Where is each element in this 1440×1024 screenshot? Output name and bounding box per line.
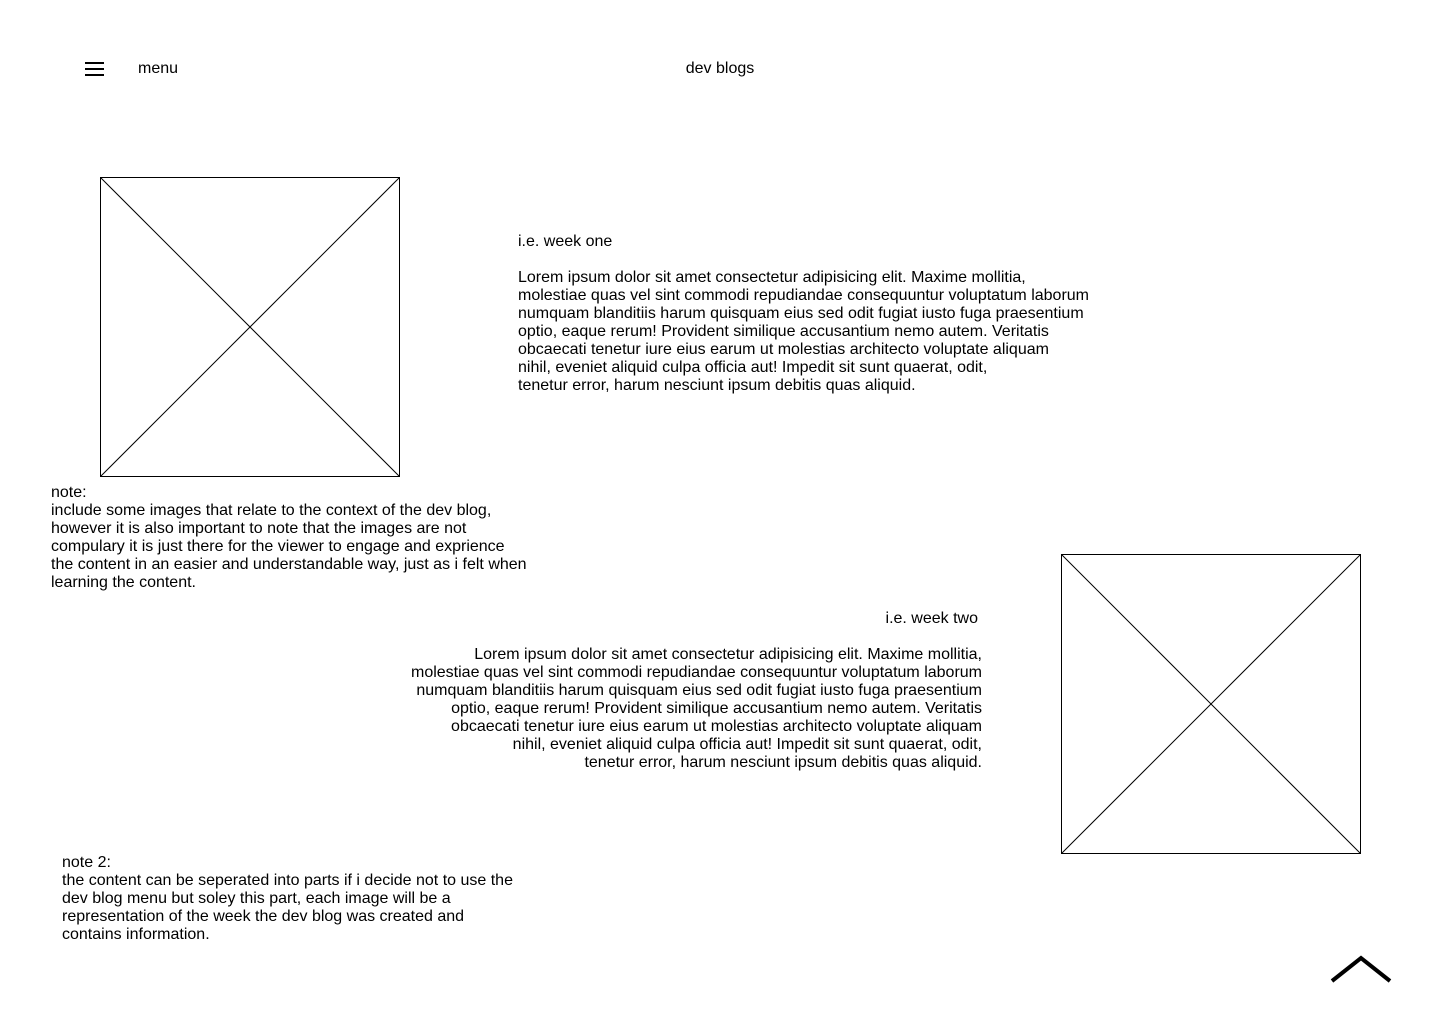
week-two-line: tenetur error, harum nesciunt ipsum debi…	[584, 754, 982, 771]
chevron-up-icon[interactable]	[1329, 954, 1393, 986]
note-two: note 2: the content can be seperated int…	[62, 854, 542, 944]
week-one-body: Lorem ipsum dolor sit amet consectetur a…	[518, 269, 1118, 395]
week-one-line: molestiae quas vel sint commodi repudian…	[518, 287, 1089, 304]
image-placeholder-icon	[100, 177, 400, 477]
note-one-line: note:	[51, 484, 87, 501]
note-two-line: the content can be seperated into parts …	[62, 872, 513, 889]
week-two-line: Lorem ipsum dolor sit amet consectetur a…	[474, 646, 982, 663]
week-two-line: nihil, eveniet aliquid culpa officia aut…	[512, 736, 982, 753]
week-two-body: Lorem ipsum dolor sit amet consectetur a…	[362, 646, 982, 772]
week-two-line: molestiae quas vel sint commodi repudian…	[411, 664, 982, 681]
week-two-line: optio, eaque rerum! Provident similique …	[451, 700, 982, 717]
week-one-line: Lorem ipsum dolor sit amet consectetur a…	[518, 269, 1026, 286]
week-one-line: numquam blanditiis harum quisquam eius s…	[518, 305, 1084, 322]
note-two-line: dev blog menu but soley this part, each …	[62, 890, 451, 907]
note-one-line: include some images that relate to the c…	[51, 502, 492, 519]
menu-label[interactable]: menu	[138, 60, 179, 77]
menu-icon-bar	[85, 74, 104, 76]
menu-icon-bar	[85, 62, 104, 64]
week-one-heading: i.e. week one	[518, 233, 613, 250]
week-one-line: nihil, eveniet aliquid culpa officia aut…	[518, 359, 988, 376]
week-two-heading: i.e. week two	[885, 610, 978, 627]
week-one-line: tenetur error, harum nesciunt ipsum debi…	[518, 377, 916, 394]
note-one-line: compulary it is just there for the viewe…	[51, 538, 505, 555]
note-two-line: contains information.	[62, 926, 210, 943]
note-one: note: include some images that relate to…	[51, 484, 551, 592]
menu-icon-bar	[85, 68, 104, 70]
note-one-line: learning the content.	[51, 574, 196, 591]
note-two-line: representation of the week the dev blog …	[62, 908, 465, 925]
week-one-line: obcaecati tenetur iure eius earum ut mol…	[518, 341, 1049, 358]
note-one-line: the content in an easier and understanda…	[51, 556, 527, 573]
note-two-line: note 2:	[62, 854, 111, 871]
note-one-line: however it is also important to note tha…	[51, 520, 467, 537]
image-placeholder-icon	[1061, 554, 1361, 854]
week-two-line: obcaecati tenetur iure eius earum ut mol…	[451, 718, 982, 735]
hamburger-menu-icon[interactable]	[85, 61, 104, 76]
page-title: dev blogs	[685, 60, 755, 77]
week-one-line: optio, eaque rerum! Provident similique …	[518, 323, 1049, 340]
week-two-line: numquam blanditiis harum quisquam eius s…	[416, 682, 982, 699]
